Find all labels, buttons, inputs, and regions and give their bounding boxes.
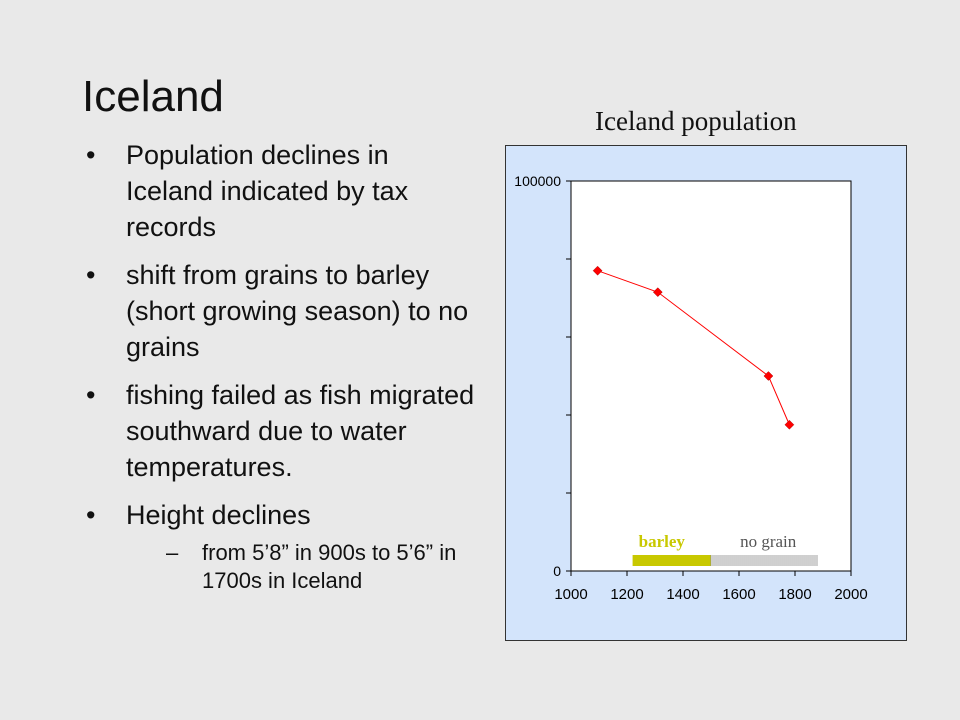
bullet-text: fishing failed as fish migrated southwar… — [126, 380, 475, 482]
bullet-dot: • — [86, 260, 96, 290]
x-tick-label: 1200 — [610, 586, 643, 603]
sub-bullet-item: – from 5’8” in 900s to 5’6” in 1700s in … — [166, 539, 476, 595]
bullet-text: Population declines in Iceland indicated… — [126, 140, 409, 242]
y-tick-label: 0 — [553, 563, 561, 579]
sub-bullet-text: from 5’8” in 900s to 5’6” in 1700s in Ic… — [202, 540, 457, 593]
annotation-label: no grain — [740, 532, 797, 551]
plot-area — [570, 180, 852, 572]
x-tick-label: 1600 — [722, 586, 755, 603]
y-tick-label: 100000 — [514, 173, 561, 189]
bullet-dot: • — [86, 500, 96, 530]
bullet-dot: • — [86, 140, 96, 170]
x-tick-label: 1000 — [554, 586, 587, 603]
annotation-label: barley — [639, 532, 686, 551]
bullet-text: Height declines — [126, 500, 311, 530]
slide-title: Iceland — [82, 72, 224, 121]
bullet-item: • shift from grains to barley (short gro… — [86, 257, 476, 365]
bullet-item: • fishing failed as fish migrated southw… — [86, 377, 476, 485]
data-point — [592, 265, 603, 276]
x-tick-label: 2000 — [834, 586, 867, 603]
sub-bullet-dash: – — [166, 540, 179, 565]
annotation-bar-no-grain — [711, 555, 818, 566]
bullet-text: shift from grains to barley (short growi… — [126, 260, 469, 362]
series-line — [597, 270, 790, 425]
chart-title: Iceland population — [595, 106, 797, 136]
bullet-item: • Height declines – from 5’8” in 900s to… — [86, 497, 476, 595]
data-point — [763, 371, 774, 381]
bullet-item: • Population declines in Iceland indicat… — [86, 137, 476, 245]
data-point — [784, 419, 795, 430]
bullet-list: • Population declines in Iceland indicat… — [86, 137, 476, 607]
x-tick-label: 1800 — [778, 586, 811, 603]
data-point — [652, 287, 663, 298]
bullet-dot: • — [86, 380, 96, 410]
annotation-bar-barley — [632, 555, 711, 566]
x-tick-label: 1400 — [666, 586, 699, 603]
